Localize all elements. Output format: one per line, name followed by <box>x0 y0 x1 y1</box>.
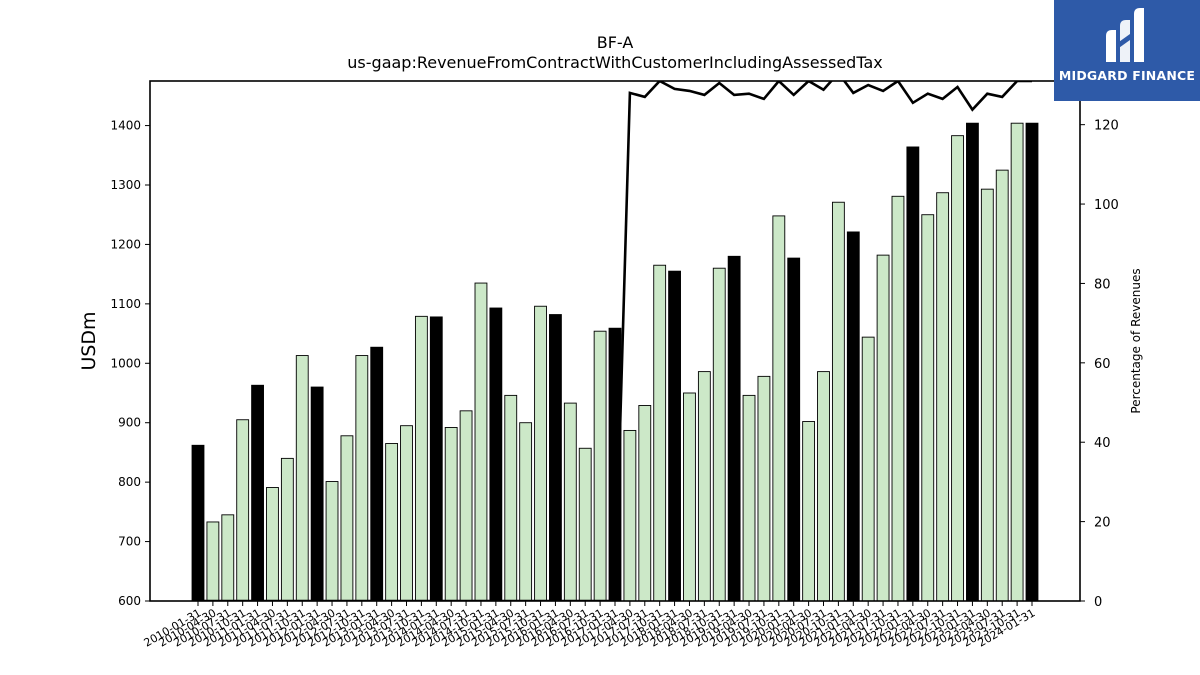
bar-2018-01-31 <box>668 270 681 601</box>
bar-2011-04-30 <box>266 487 279 601</box>
y-tick-label: 800 <box>118 475 141 489</box>
bar-2013-10-31 <box>414 315 428 601</box>
bar-2012-04-30 <box>325 481 339 601</box>
y-tick-label: 700 <box>118 535 141 549</box>
bar-2023-01-31 <box>966 122 979 601</box>
bar-2017-04-30 <box>623 429 637 601</box>
bar-2018-07-31 <box>697 371 711 601</box>
bar-2011-10-31 <box>295 355 309 601</box>
y-tick-label: 1200 <box>110 237 141 251</box>
line-group <box>198 81 1032 601</box>
bar-2014-01-31 <box>429 316 443 601</box>
bar-2016-07-31 <box>578 447 592 601</box>
bar-2019-10-31 <box>772 215 786 601</box>
bar-2015-04-30 <box>504 394 518 601</box>
bar-2010-01-31 <box>191 444 205 601</box>
bar-2015-01-31 <box>489 307 503 601</box>
bar-2014-10-31 <box>474 282 488 601</box>
bar-2022-01-31 <box>906 146 920 601</box>
y2-tick-label: 60 <box>1094 357 1111 372</box>
y2-tick-label: 100 <box>1094 198 1119 213</box>
bar-2023-07-31 <box>995 169 1009 601</box>
bar-2011-01-31 <box>251 384 264 601</box>
bar-2019-01-31 <box>727 255 741 601</box>
logo-mark-icon <box>1106 8 1144 62</box>
bar-2022-10-31 <box>951 135 964 601</box>
brand-logo: MIDGARD FINANCE <box>1054 0 1200 101</box>
bar-2017-07-31 <box>638 405 652 601</box>
y-tick-label: 1400 <box>110 119 141 133</box>
bar-2012-07-31 <box>340 435 354 601</box>
bar-2016-01-31 <box>549 314 562 601</box>
bar-2011-07-31 <box>280 457 294 601</box>
bar-2013-01-31 <box>370 346 384 601</box>
bar-2023-10-31 <box>1010 122 1024 601</box>
y-tick-label: 900 <box>118 416 141 430</box>
bar-2023-04-30 <box>980 188 994 601</box>
bar-2012-10-31 <box>355 355 369 601</box>
y-axis-label: USDm <box>78 311 100 370</box>
y2-tick-label: 80 <box>1094 277 1111 292</box>
bar-2022-04-30 <box>921 214 935 601</box>
bar-2017-01-31 <box>608 327 622 601</box>
y-tick-label: 1000 <box>110 356 141 370</box>
bar-2010-10-31 <box>236 419 250 601</box>
bar-2012-01-31 <box>310 386 324 601</box>
bar-2017-10-31 <box>653 264 667 601</box>
y-tick-label: 1100 <box>110 297 141 311</box>
y2-axis-label: Percentage of Revenues <box>1129 268 1143 413</box>
percentage-line <box>198 81 1032 601</box>
bar-2013-07-31 <box>400 425 413 601</box>
chart-title: BF-A <box>597 33 634 52</box>
bar-2016-10-31 <box>593 330 607 601</box>
bar-2020-01-31 <box>787 257 801 601</box>
bar-2022-07-31 <box>936 192 950 601</box>
bar-2016-04-30 <box>563 402 577 601</box>
bar-2018-10-31 <box>712 267 726 601</box>
y2-tick-label: 120 <box>1094 119 1119 134</box>
bar-2015-10-31 <box>534 305 547 601</box>
bar-2020-07-31 <box>817 371 830 601</box>
x-axis: 2010-01-312010-04-302010-07-312010-10-31… <box>142 601 1038 650</box>
bar-2010-07-31 <box>221 514 235 601</box>
logo-text: MIDGARD FINANCE <box>1058 68 1196 83</box>
bar-2014-04-30 <box>444 427 458 601</box>
y2-tick-label: 20 <box>1094 516 1111 531</box>
bar-2021-10-31 <box>891 195 905 601</box>
y-tick-label: 600 <box>118 594 141 608</box>
bar-2020-10-31 <box>831 201 845 601</box>
bars-group <box>191 122 1039 601</box>
bar-2015-07-31 <box>519 422 533 601</box>
y-tick-label: 1300 <box>110 178 141 192</box>
y-axis: 600 700 800 900 1000 1100 1200 1300 1400 <box>110 119 150 608</box>
bar-2024-01-31 <box>1025 122 1039 601</box>
y2-tick-label: 0 <box>1094 595 1102 610</box>
bar-2019-04-30 <box>742 394 756 601</box>
bar-2013-04-30 <box>385 443 399 601</box>
bar-2018-04-30 <box>683 392 696 601</box>
bar-2020-04-30 <box>802 421 816 601</box>
bar-2010-04-30 <box>206 521 220 601</box>
bar-2019-07-31 <box>757 375 771 601</box>
bar-2021-07-31 <box>876 254 890 601</box>
y2-axis: 0 20 40 60 80 100 120 <box>1080 119 1119 610</box>
y2-tick-label: 40 <box>1094 436 1111 451</box>
bar-2021-01-31 <box>846 231 860 601</box>
chart-subtitle: us-gaap:RevenueFromContractWithCustomerI… <box>347 53 882 72</box>
bar-2021-04-30 <box>861 336 875 601</box>
bar-2014-07-31 <box>459 410 473 601</box>
